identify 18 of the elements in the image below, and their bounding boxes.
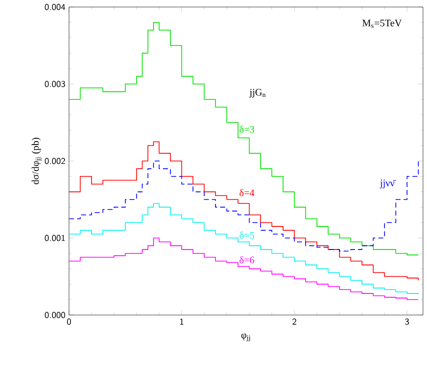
series-label: jjνν̄ [380,180,396,188]
x-axis-title: φ$_{jj}$ [241,334,250,342]
y-tick-label: 0.002 [44,158,66,164]
y-tick-label: 0.000 [44,312,66,318]
series-label: δ=3 [240,126,254,133]
y-axis-title: dσ/dφ$_{jj}$ (pb) [32,138,42,184]
series-label: δ=5 [240,232,254,239]
x-tick-label: 2 [292,318,296,325]
series-label: δ=4 [240,189,254,196]
annotation: M$_{s}$=5TeV [362,20,402,28]
y-tick-label: 0.004 [44,4,66,10]
x-tick-label: 0 [67,318,71,325]
x-tick-label: 3 [405,318,409,325]
y-tick-label: 0.001 [44,234,65,242]
annotation: jjG$_{n}$ [249,88,266,98]
y-tick-label: 0.003 [44,80,66,88]
x-tick-label: 1 [180,318,184,325]
series-label: δ=6 [240,256,254,264]
